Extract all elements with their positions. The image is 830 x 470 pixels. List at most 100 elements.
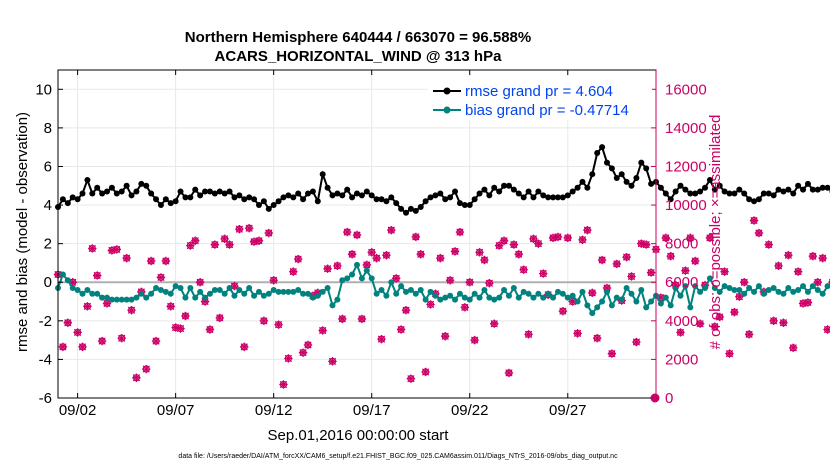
bias-point <box>182 294 189 301</box>
rmse-point <box>726 190 733 197</box>
bias-point <box>564 294 571 301</box>
rmse-point <box>603 159 610 166</box>
bias-point <box>403 288 410 295</box>
bias-point <box>74 286 81 293</box>
rmse-point <box>496 188 503 195</box>
rmse-point <box>535 188 542 195</box>
obs-assimilated-marker <box>470 335 479 345</box>
obs-assimilated-marker <box>779 318 788 327</box>
rmse-point <box>437 190 444 197</box>
obs-assimilated-marker <box>195 278 205 287</box>
rmse-point <box>157 202 164 209</box>
bias-point <box>505 292 512 299</box>
rmse-point <box>206 188 213 195</box>
rmse-point <box>167 200 174 207</box>
bias-point <box>677 292 684 299</box>
bias-point <box>491 296 498 303</box>
bias-point <box>486 294 493 301</box>
x-tick-label: 09/12 <box>255 402 293 419</box>
obs-assimilated-marker <box>93 271 102 280</box>
rmse-point <box>216 188 223 195</box>
x-tick-label: 09/27 <box>549 402 587 419</box>
rmse-point <box>530 194 537 201</box>
rmse-point <box>814 186 821 193</box>
bias-point <box>667 302 674 309</box>
bias-point <box>309 294 316 301</box>
rmse-point <box>623 178 630 185</box>
rmse-point <box>290 194 297 201</box>
right-tick-label: 2000 <box>665 351 698 368</box>
obs-assimilated-marker <box>499 236 509 245</box>
rmse-point <box>329 192 336 199</box>
rmse-point <box>520 194 527 201</box>
obs-assimilated-marker <box>622 252 631 262</box>
bias-point <box>589 310 596 317</box>
rmse-point <box>128 192 135 199</box>
rmse-point <box>452 188 459 195</box>
bias-point <box>206 290 213 297</box>
obs-assimilated-marker <box>749 216 759 225</box>
rmse-point <box>804 180 811 187</box>
obs-count-markers <box>53 216 830 403</box>
bias-point <box>427 288 434 295</box>
obs-assimilated-marker <box>338 314 347 324</box>
rmse-point <box>667 196 674 203</box>
bias-point <box>755 283 762 290</box>
bias-point <box>623 285 630 292</box>
bias-point <box>64 277 71 284</box>
bias-point <box>736 286 743 293</box>
rmse-point <box>123 182 130 189</box>
rmse-point <box>746 196 753 203</box>
rmse-point <box>226 188 233 195</box>
rmse-point <box>662 190 669 197</box>
obs-assimilated-marker <box>156 273 166 282</box>
rmse-point <box>613 175 620 182</box>
rmse-point <box>716 182 723 189</box>
obs-assimilated-marker <box>686 233 695 243</box>
obs-assimilated-marker <box>656 293 666 302</box>
left-tick-label: 4 <box>44 197 52 214</box>
rmse-point <box>442 196 449 203</box>
obs-assimilated-marker <box>774 261 783 271</box>
bias-point <box>113 296 120 303</box>
obs-assimilated-marker <box>421 367 430 377</box>
rmse-point <box>422 198 429 205</box>
rmse-point <box>309 188 316 195</box>
bias-point <box>290 288 297 295</box>
obs-assimilated-marker <box>793 267 803 276</box>
rmse-point <box>319 171 326 178</box>
obs-assimilated-marker <box>225 240 234 249</box>
obs-assimilated-marker <box>235 224 244 234</box>
legend-background <box>428 76 652 120</box>
bias-point <box>760 290 767 297</box>
bias-point <box>721 283 728 290</box>
left-tick-label: -6 <box>39 390 52 407</box>
bias-point <box>388 279 395 286</box>
obs-assimilated-marker <box>494 241 504 250</box>
rmse-point <box>108 184 115 191</box>
bias-point <box>344 275 351 282</box>
x-axis-label: Sep.01,2016 00:00:00 start <box>268 427 450 444</box>
rmse-point <box>143 182 150 189</box>
obs-assimilated-marker <box>416 250 425 259</box>
bias-point <box>383 292 390 299</box>
rmse-point <box>246 194 253 201</box>
rmse-point <box>706 176 713 183</box>
obs-assimilated-marker <box>524 330 533 339</box>
bias-point <box>800 283 807 290</box>
bias-point <box>643 304 650 311</box>
obs-assimilated-marker <box>676 328 685 337</box>
rmse-point <box>819 184 826 191</box>
obs-assimilated-marker <box>58 342 68 352</box>
obs-assimilated-marker <box>450 247 460 256</box>
bias-point <box>471 290 478 297</box>
rmse-point <box>64 200 71 207</box>
rmse-point <box>559 194 566 201</box>
bias-point <box>790 288 797 295</box>
legend: rmse grand pr = 4.604 bias grand pr = -0… <box>428 76 652 120</box>
obs-assimilated-marker <box>88 244 97 253</box>
bias-point <box>202 294 209 301</box>
rmse-point <box>711 186 718 193</box>
bias-point <box>613 294 620 301</box>
